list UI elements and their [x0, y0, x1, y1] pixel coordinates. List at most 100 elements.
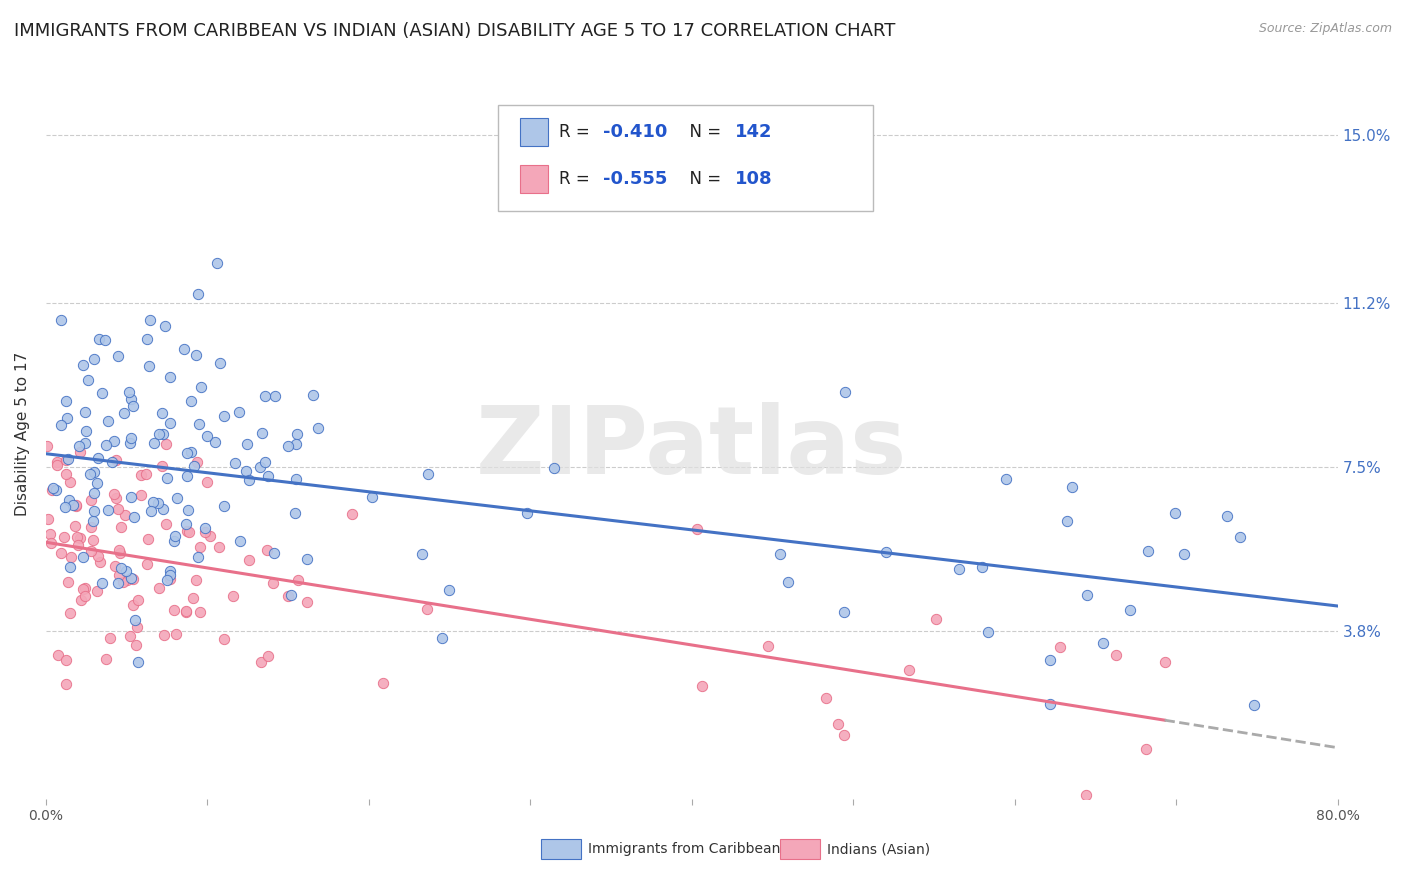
Point — [180, 445, 202, 459]
Text: ZIPatlas: ZIPatlas — [477, 402, 907, 494]
Point — [437, 583, 460, 598]
Point — [135, 467, 157, 481]
Point — [254, 455, 277, 469]
Text: -0.410: -0.410 — [603, 123, 666, 141]
Point — [155, 437, 177, 451]
Point — [104, 558, 127, 573]
Point — [543, 461, 565, 475]
Point — [35, 439, 58, 453]
Point — [103, 487, 125, 501]
Point — [212, 499, 235, 513]
Point — [198, 529, 221, 543]
Point — [108, 567, 131, 582]
Point — [45, 483, 67, 498]
Point — [87, 332, 110, 346]
Point — [834, 728, 856, 742]
Point — [138, 312, 160, 326]
Point — [159, 370, 181, 384]
Point — [122, 400, 145, 414]
Point — [307, 420, 329, 434]
Point — [72, 358, 94, 372]
Point — [221, 589, 243, 603]
Point — [1092, 635, 1115, 649]
Point — [58, 493, 80, 508]
Point — [75, 404, 97, 418]
Point — [181, 591, 204, 605]
Point — [776, 574, 799, 589]
Point — [53, 500, 76, 514]
Point — [516, 506, 538, 520]
Point — [59, 559, 82, 574]
Point — [39, 526, 62, 541]
Point — [411, 548, 433, 562]
Point — [163, 529, 186, 543]
Point — [166, 491, 188, 505]
Point — [56, 575, 79, 590]
Point — [875, 545, 897, 559]
Text: 142: 142 — [734, 123, 772, 141]
Point — [285, 437, 308, 451]
Point — [1049, 640, 1071, 654]
Point — [1153, 655, 1175, 669]
Point — [79, 543, 101, 558]
Text: -0.555: -0.555 — [603, 169, 666, 188]
Point — [284, 507, 307, 521]
Point — [834, 384, 856, 399]
Point — [69, 531, 91, 545]
Point — [277, 439, 299, 453]
Point — [75, 581, 97, 595]
Point — [97, 503, 120, 517]
Point — [176, 446, 198, 460]
Point — [142, 494, 165, 508]
Point — [155, 470, 177, 484]
Point — [127, 620, 149, 634]
Point — [686, 523, 709, 537]
Point — [45, 458, 67, 472]
Point — [83, 466, 105, 480]
Point — [129, 468, 152, 483]
Point — [205, 256, 228, 270]
Point — [156, 573, 179, 587]
Point — [77, 373, 100, 387]
Point — [53, 530, 76, 544]
Point — [82, 514, 104, 528]
Point — [430, 631, 453, 645]
Point — [1215, 508, 1237, 523]
Point — [152, 501, 174, 516]
Point — [146, 496, 169, 510]
Point — [114, 508, 136, 522]
Point — [1060, 480, 1083, 494]
Point — [165, 627, 187, 641]
Point — [238, 553, 260, 567]
Text: Source: ZipAtlas.com: Source: ZipAtlas.com — [1258, 22, 1392, 36]
Point — [59, 606, 82, 620]
Point — [250, 425, 273, 440]
Point — [155, 517, 177, 532]
Point — [690, 679, 713, 693]
Point — [127, 593, 149, 607]
Point — [229, 534, 252, 549]
Point — [120, 490, 142, 504]
Point — [263, 389, 285, 403]
Point — [190, 379, 212, 393]
Point — [340, 507, 363, 521]
Point — [79, 520, 101, 534]
Point — [256, 648, 278, 663]
Point — [159, 573, 181, 587]
Point — [1136, 543, 1159, 558]
Point — [82, 533, 104, 547]
Point — [86, 584, 108, 599]
Point — [121, 573, 143, 587]
Point — [114, 565, 136, 579]
Point — [104, 491, 127, 505]
Bar — [520, 119, 548, 146]
Point — [236, 436, 259, 450]
Text: R =: R = — [558, 169, 595, 188]
Text: Indians (Asian): Indians (Asian) — [827, 842, 929, 856]
Point — [37, 511, 59, 525]
Point — [45, 455, 67, 469]
Point — [371, 675, 394, 690]
Point — [129, 488, 152, 502]
Point — [769, 547, 792, 561]
Point — [148, 426, 170, 441]
